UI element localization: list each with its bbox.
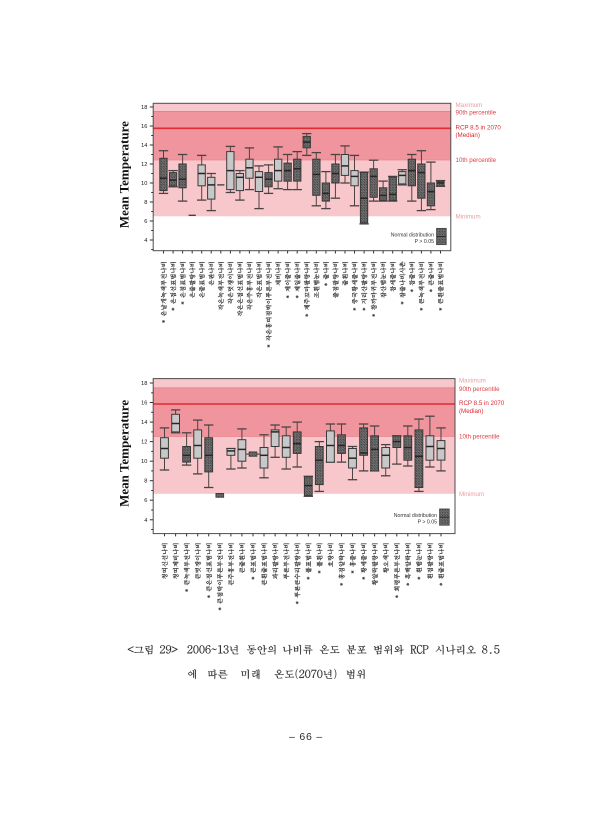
- svg-text:4: 4: [144, 238, 147, 244]
- svg-text:Minimum: Minimum: [456, 214, 481, 221]
- svg-text:Normal distribution: Normal distribution: [391, 233, 434, 239]
- svg-text:12: 12: [141, 440, 147, 446]
- svg-text:18: 18: [141, 105, 147, 111]
- svg-text:P > 0.05: P > 0.05: [415, 239, 434, 245]
- svg-text:10th percentile: 10th percentile: [459, 434, 500, 441]
- svg-text:90th percentile: 90th percentile: [459, 386, 500, 393]
- svg-text:18: 18: [141, 381, 147, 387]
- svg-text:Maximum: Maximum: [456, 102, 483, 109]
- svg-text:RCP 8.5 in 2070: RCP 8.5 in 2070: [459, 400, 505, 407]
- svg-text:4: 4: [144, 518, 147, 524]
- svg-text:– 66 –: – 66 –: [289, 731, 323, 743]
- svg-text:Mean Temperature: Mean Temperature: [116, 400, 131, 507]
- svg-text:10th percentile: 10th percentile: [456, 157, 497, 164]
- svg-text:6: 6: [144, 498, 147, 504]
- svg-text:10: 10: [141, 459, 147, 465]
- svg-text:6: 6: [144, 219, 147, 225]
- svg-text:Normal distribution: Normal distribution: [394, 513, 437, 519]
- svg-text:8: 8: [144, 479, 147, 485]
- svg-text:RCP 8.5 in 2070: RCP 8.5 in 2070: [456, 125, 502, 132]
- svg-text:Mean Temperature: Mean Temperature: [116, 121, 131, 228]
- svg-text:(Median): (Median): [459, 408, 483, 415]
- svg-text:16: 16: [141, 124, 147, 130]
- svg-text:(Median): (Median): [456, 132, 480, 139]
- svg-text:16: 16: [141, 401, 147, 407]
- svg-text:8: 8: [144, 200, 147, 206]
- svg-text:14: 14: [141, 420, 147, 426]
- svg-text:Maximum: Maximum: [459, 377, 486, 384]
- svg-text:P > 0.05: P > 0.05: [418, 520, 437, 526]
- svg-text:14: 14: [141, 143, 147, 149]
- svg-text:90th percentile: 90th percentile: [456, 110, 497, 117]
- svg-text:Minimum: Minimum: [459, 491, 484, 498]
- svg-text:10: 10: [141, 181, 147, 187]
- svg-text:12: 12: [141, 162, 147, 168]
